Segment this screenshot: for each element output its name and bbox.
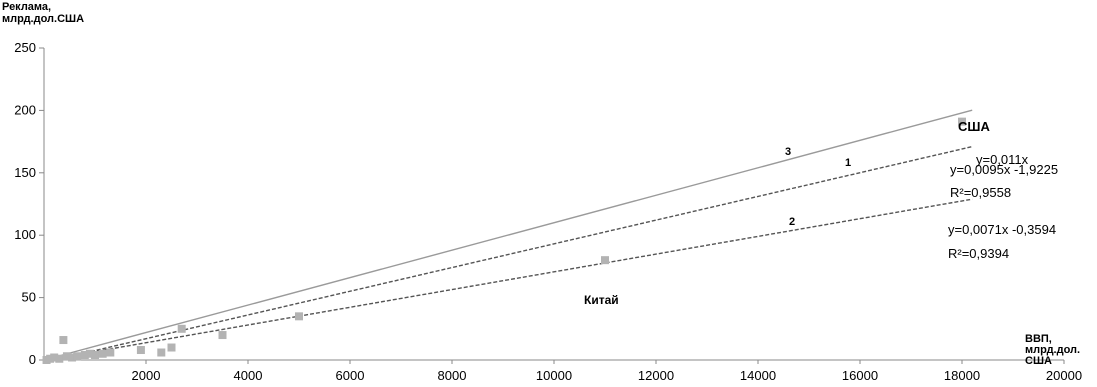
- x-tick-label: 6000: [336, 368, 365, 383]
- trendline-3: [43, 109, 973, 361]
- data-point: [98, 349, 107, 358]
- y-tick-label: 50: [22, 290, 36, 305]
- data-point: [46, 354, 55, 363]
- data-point: [55, 354, 64, 363]
- x-tick-label: 10000: [536, 368, 572, 383]
- y-tick-label: 200: [14, 102, 36, 117]
- x-axis-title-line-1: ВВП,: [1025, 333, 1052, 345]
- x-tick-label: 16000: [842, 368, 878, 383]
- data-point: [106, 348, 115, 357]
- trendline-3-number: 3: [785, 146, 792, 158]
- china-label: Китай: [584, 293, 619, 307]
- data-point: [136, 346, 145, 355]
- x-tick-label: 18000: [944, 368, 980, 383]
- trendline-3-equation: y=0,011x: [976, 152, 1029, 167]
- trendline-1-number: 1: [845, 157, 852, 169]
- x-tick-label: 14000: [740, 368, 776, 383]
- data-point: [59, 336, 68, 345]
- axes: [39, 47, 1065, 364]
- data-point: [157, 348, 166, 357]
- y-tick-label: 250: [14, 40, 36, 55]
- data-point: [73, 352, 82, 361]
- x-axis-title-line-3: США: [1025, 355, 1052, 367]
- data-point: [50, 353, 59, 362]
- data-point: [958, 117, 966, 126]
- data-point: [85, 349, 94, 358]
- trendline-2-equation: y=0,0071x -0,3594: [948, 222, 1057, 237]
- y-axis-title-line-1: Реклама,: [2, 1, 52, 13]
- trendline-2-number: 2: [789, 216, 796, 228]
- trendline-1: [43, 145, 973, 364]
- data-point: [91, 351, 99, 360]
- usa-label: США: [958, 119, 990, 134]
- data-point: [68, 353, 77, 362]
- data-point: [601, 256, 609, 265]
- y-axis-title: Реклама, млрд.дол.США: [2, 1, 84, 25]
- trendlines: [43, 109, 973, 364]
- x-tick-label: 8000: [438, 368, 467, 383]
- y-tick-label: 150: [14, 165, 36, 180]
- trendline-2: [43, 198, 973, 362]
- x-tick-label: 2000: [132, 368, 161, 383]
- x-axis-title: ВВП, млрд.дол. США: [1025, 334, 1080, 367]
- x-tick-label: 4000: [234, 368, 263, 383]
- data-point: [62, 352, 71, 361]
- x-tick-label: 12000: [638, 368, 674, 383]
- x-tick-label: 20000: [1046, 368, 1082, 383]
- data-point: [295, 312, 303, 321]
- data-point: [167, 343, 176, 352]
- y-tick-label: 100: [14, 227, 36, 242]
- data-point: [80, 351, 89, 360]
- y-tick-label: 0: [29, 352, 36, 367]
- trendline-1-r2: R²=0,9558: [950, 185, 1012, 200]
- trendline-2-r2: R²=0,9394: [948, 246, 1010, 261]
- x-axis-title-line-2: млрд.дол.: [1025, 344, 1081, 356]
- data-point: [218, 331, 227, 340]
- trendline-1-equation: y=0,0095x -1,9225: [950, 162, 1059, 177]
- data-point: [177, 324, 186, 333]
- data-points: [42, 117, 966, 364]
- y-axis-title-line-2: млрд.дол.США: [2, 13, 85, 25]
